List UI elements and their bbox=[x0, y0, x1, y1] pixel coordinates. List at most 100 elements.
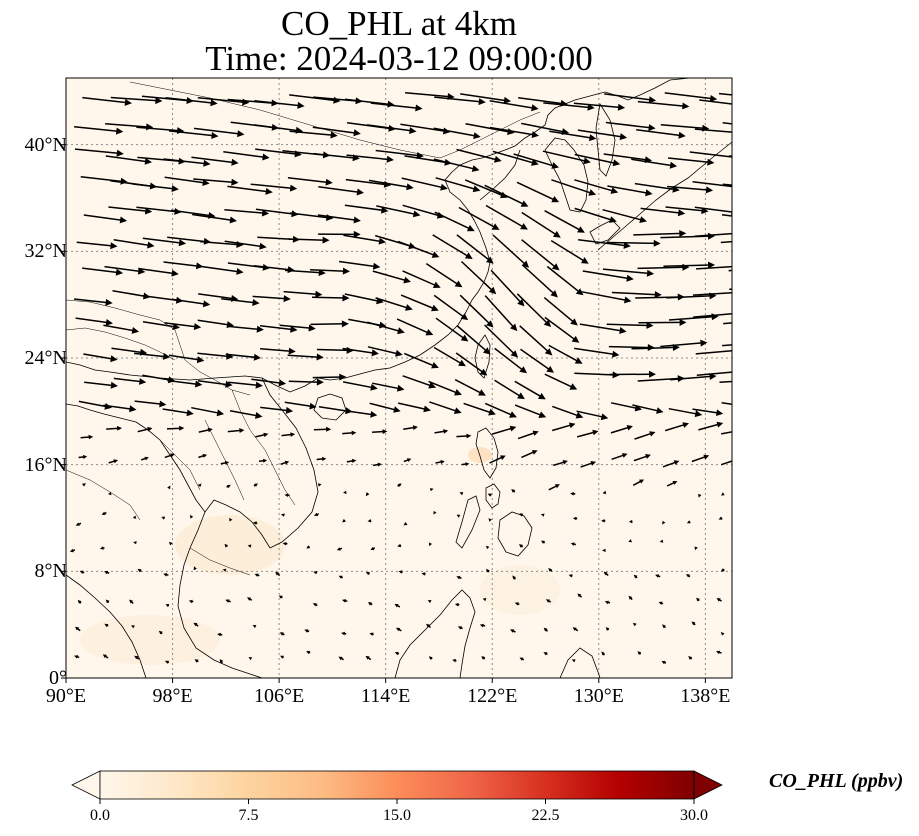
wind-arrow-head bbox=[503, 96, 511, 104]
wind-arrow-head bbox=[397, 327, 405, 335]
wind-arrow-head bbox=[510, 629, 515, 633]
wind-arrow-head bbox=[356, 188, 364, 196]
wind-arrow-head bbox=[453, 407, 462, 414]
wind-arrow-shaft bbox=[576, 431, 596, 438]
wind-arrow-head bbox=[254, 483, 258, 487]
wind-arrow-head bbox=[101, 511, 106, 515]
wind-arrow-head bbox=[612, 350, 620, 358]
wind-arrow-shaft bbox=[605, 121, 652, 129]
wind-arrow-shaft bbox=[610, 402, 639, 410]
wind-arrow-head bbox=[731, 156, 732, 161]
wind-arrow-head bbox=[382, 429, 388, 434]
wind-arrow-head bbox=[707, 158, 715, 166]
wind-arrow-shaft bbox=[404, 352, 436, 367]
wind-arrow-head bbox=[224, 543, 229, 548]
wind-arrow-shaft bbox=[198, 428, 211, 433]
wind-arrow-head bbox=[159, 400, 167, 408]
wind-arrow-head bbox=[105, 599, 110, 604]
wind-arrow-head bbox=[460, 313, 469, 321]
wind-arrow-shaft bbox=[489, 456, 504, 464]
wind-arrow-shaft bbox=[223, 151, 266, 159]
wind-arrow-head bbox=[263, 458, 268, 463]
wind-arrow-head bbox=[309, 402, 317, 410]
wind-arrow-head bbox=[195, 380, 203, 388]
wind-arrow-head bbox=[678, 131, 686, 139]
wind-arrow-shaft bbox=[604, 93, 652, 101]
wind-arrow-head bbox=[768, 157, 775, 164]
wind-arrow-shaft bbox=[136, 126, 181, 132]
wind-arrow-shaft bbox=[434, 96, 482, 103]
wind-arrow-shaft bbox=[279, 324, 312, 330]
wind-arrow-shaft bbox=[168, 130, 215, 137]
wind-arrow-head bbox=[224, 460, 230, 465]
wind-arrow-head bbox=[115, 127, 124, 135]
wind-arrow-shaft bbox=[633, 455, 649, 462]
wind-arrow-shaft bbox=[695, 349, 732, 355]
wind-arrow-head bbox=[255, 381, 263, 389]
wind-arrow-shaft bbox=[692, 291, 732, 296]
wind-arrow-head bbox=[110, 242, 118, 250]
wind-arrow-head bbox=[124, 99, 132, 106]
wind-arrow-head bbox=[454, 603, 459, 607]
wind-arrow-shaft bbox=[74, 298, 109, 304]
wind-arrow-head bbox=[231, 158, 239, 166]
wind-arrow-head bbox=[161, 516, 166, 520]
wind-arrow-head bbox=[248, 657, 253, 661]
axis-ticks bbox=[61, 144, 706, 683]
wind-arrow-head bbox=[207, 427, 213, 433]
wind-arrow-shaft bbox=[83, 353, 114, 360]
wind-arrow-head bbox=[440, 460, 445, 465]
wind-arrow-head bbox=[396, 627, 401, 632]
wind-arrow-head bbox=[155, 97, 163, 105]
wind-arrow-head bbox=[721, 492, 725, 496]
wind-arrow-head bbox=[637, 651, 642, 655]
wind-arrow-head bbox=[367, 602, 372, 606]
wind-arrow-head bbox=[575, 411, 584, 419]
wind-arrow-head bbox=[164, 660, 169, 664]
wind-arrow-shaft bbox=[401, 177, 444, 189]
wind-arrow-head bbox=[554, 484, 560, 489]
wind-arrow-head bbox=[415, 104, 423, 112]
wind-arrow-head bbox=[428, 656, 433, 660]
wind-arrow-shaft bbox=[376, 205, 417, 216]
wind-arrow-shaft bbox=[603, 153, 649, 161]
wind-arrow-shaft bbox=[551, 423, 573, 432]
wind-arrow-shaft bbox=[694, 232, 732, 237]
wind-arrow-head bbox=[572, 516, 577, 521]
wind-arrow-head bbox=[458, 359, 466, 367]
wind-arrow-head bbox=[709, 373, 717, 380]
wind-arrow-shaft bbox=[82, 267, 119, 274]
wind-arrow-head bbox=[465, 462, 470, 467]
wind-arrow-head bbox=[478, 389, 486, 396]
wind-arrow-shaft bbox=[142, 374, 172, 382]
wind-arrow-shaft bbox=[434, 211, 472, 230]
wind-arrow-head bbox=[322, 456, 327, 461]
country-borders bbox=[66, 81, 541, 576]
wind-arrow-shaft bbox=[138, 267, 175, 275]
wind-arrow-shaft bbox=[578, 238, 627, 247]
wind-arrow-shaft bbox=[521, 211, 558, 237]
wind-arrow-head bbox=[735, 310, 742, 317]
wind-arrow-head bbox=[342, 267, 350, 275]
wind-arrow-head bbox=[134, 655, 139, 660]
wind-arrow-shaft bbox=[696, 265, 732, 270]
colorbar-label: CO_PHL (ppbv) bbox=[769, 770, 904, 792]
wind-arrow-head bbox=[617, 103, 626, 111]
wind-arrow-shaft bbox=[346, 410, 374, 416]
wind-arrow-head bbox=[673, 460, 680, 465]
wind-arrow-shaft bbox=[108, 206, 149, 213]
wind-arrow-shaft bbox=[634, 432, 653, 440]
wind-arrow-head bbox=[318, 269, 326, 277]
wind-arrow-head bbox=[622, 453, 628, 458]
wind-arrow-shaft bbox=[663, 264, 711, 268]
wind-arrow-head bbox=[186, 409, 194, 417]
wind-arrow-head bbox=[718, 516, 723, 520]
wind-arrow-head bbox=[575, 288, 584, 296]
wind-arrow-shaft bbox=[221, 297, 256, 304]
wind-arrow-shaft bbox=[728, 155, 732, 158]
wind-arrow-shaft bbox=[611, 454, 625, 461]
wind-arrow-shaft bbox=[103, 404, 133, 410]
wind-arrow-head bbox=[628, 595, 633, 600]
wind-arrow-head bbox=[429, 542, 432, 547]
wind-arrow-shaft bbox=[664, 423, 686, 432]
